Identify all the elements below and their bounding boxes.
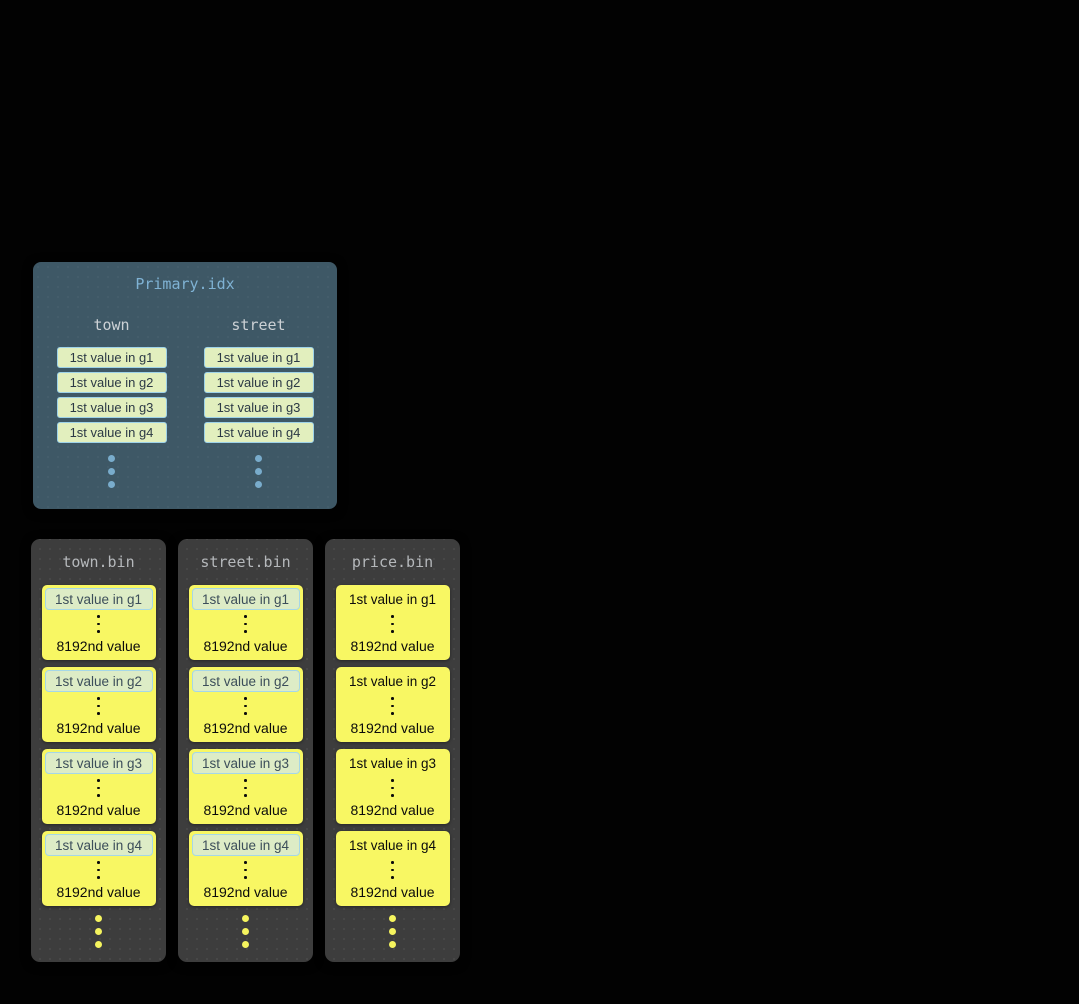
ellipsis-dots-icon <box>325 915 460 948</box>
ellipsis-dots-icon <box>255 455 262 488</box>
ellipsis-dots-icon <box>391 697 394 715</box>
primary-index-box: Primary.idx town 1st value in g1 1st val… <box>33 262 337 509</box>
granule-block: 1st value in g4 8192nd value <box>335 831 450 906</box>
index-mark-cell: 1st value in g3 <box>56 397 167 418</box>
granule-block: 1st value in g1 8192nd value <box>188 585 303 660</box>
ellipsis-dots-icon <box>244 615 247 633</box>
index-mark-cell: 1st value in g4 <box>56 422 167 443</box>
granule-first-value: 1st value in g1 <box>348 591 437 607</box>
granule-list: 1st value in g1 8192nd value 1st value i… <box>178 585 313 906</box>
granule-first-value: 1st value in g4 <box>348 837 437 853</box>
ellipsis-dots-icon <box>391 615 394 633</box>
column-header-street: street <box>231 316 286 334</box>
granule-block: 1st value in g2 8192nd value <box>335 667 450 742</box>
granule-first-value: 1st value in g4 <box>44 834 153 856</box>
granule-last-value: 8192nd value <box>350 802 435 818</box>
bin-file-title: town.bin <box>62 553 135 571</box>
bin-file-street: street.bin 1st value in g1 8192nd value … <box>178 539 313 962</box>
bin-file-title: price.bin <box>351 553 434 571</box>
granule-last-value: 8192nd value <box>203 720 288 736</box>
ellipsis-dots-icon <box>97 861 100 879</box>
granule-first-value: 1st value in g2 <box>348 673 437 689</box>
granule-last-value: 8192nd value <box>56 802 141 818</box>
granule-last-value: 8192nd value <box>350 720 435 736</box>
index-mark-cell: 1st value in g1 <box>56 347 167 368</box>
granule-block: 1st value in g3 8192nd value <box>188 749 303 824</box>
granule-last-value: 8192nd value <box>203 638 288 654</box>
granule-last-value: 8192nd value <box>56 720 141 736</box>
granule-first-value: 1st value in g1 <box>191 588 300 610</box>
bin-file-title: street.bin <box>200 553 291 571</box>
granule-block: 1st value in g3 8192nd value <box>41 749 156 824</box>
granule-block: 1st value in g4 8192nd value <box>188 831 303 906</box>
granule-block: 1st value in g1 8192nd value <box>41 585 156 660</box>
primary-column-town: town 1st value in g1 1st value in g2 1st… <box>56 316 167 488</box>
granule-last-value: 8192nd value <box>56 884 141 900</box>
index-mark-cell: 1st value in g1 <box>203 347 314 368</box>
primary-column-street: street 1st value in g1 1st value in g2 1… <box>203 316 314 488</box>
ellipsis-dots-icon <box>244 697 247 715</box>
granule-last-value: 8192nd value <box>203 802 288 818</box>
granule-first-value: 1st value in g3 <box>191 752 300 774</box>
ellipsis-dots-icon <box>97 615 100 633</box>
granule-first-value: 1st value in g1 <box>44 588 153 610</box>
ellipsis-dots-icon <box>178 915 313 948</box>
granule-block: 1st value in g2 8192nd value <box>188 667 303 742</box>
granule-first-value: 1st value in g2 <box>191 670 300 692</box>
granule-last-value: 8192nd value <box>350 638 435 654</box>
ellipsis-dots-icon <box>244 861 247 879</box>
ellipsis-dots-icon <box>31 915 166 948</box>
granule-block: 1st value in g4 8192nd value <box>41 831 156 906</box>
bin-file-town: town.bin 1st value in g1 8192nd value 1s… <box>31 539 166 962</box>
index-mark-cell: 1st value in g4 <box>203 422 314 443</box>
granule-first-value: 1st value in g3 <box>348 755 437 771</box>
ellipsis-dots-icon <box>97 697 100 715</box>
granule-list: 1st value in g1 8192nd value 1st value i… <box>31 585 166 906</box>
bin-file-price: price.bin 1st value in g1 8192nd value 1… <box>325 539 460 962</box>
granule-last-value: 8192nd value <box>56 638 141 654</box>
granule-last-value: 8192nd value <box>203 884 288 900</box>
ellipsis-dots-icon <box>244 779 247 797</box>
granule-first-value: 1st value in g3 <box>44 752 153 774</box>
index-mark-cell: 1st value in g2 <box>56 372 167 393</box>
ellipsis-dots-icon <box>108 455 115 488</box>
granule-list: 1st value in g1 8192nd value 1st value i… <box>325 585 460 906</box>
ellipsis-dots-icon <box>97 779 100 797</box>
granule-last-value: 8192nd value <box>350 884 435 900</box>
granule-first-value: 1st value in g2 <box>44 670 153 692</box>
ellipsis-dots-icon <box>391 861 394 879</box>
granule-first-value: 1st value in g4 <box>191 834 300 856</box>
ellipsis-dots-icon <box>391 779 394 797</box>
granule-block: 1st value in g3 8192nd value <box>335 749 450 824</box>
index-mark-cell: 1st value in g2 <box>203 372 314 393</box>
granule-block: 1st value in g2 8192nd value <box>41 667 156 742</box>
primary-index-columns: town 1st value in g1 1st value in g2 1st… <box>33 316 337 488</box>
index-mark-cell: 1st value in g3 <box>203 397 314 418</box>
granule-block: 1st value in g1 8192nd value <box>335 585 450 660</box>
column-header-town: town <box>93 316 130 334</box>
primary-index-title: Primary.idx <box>135 275 235 293</box>
